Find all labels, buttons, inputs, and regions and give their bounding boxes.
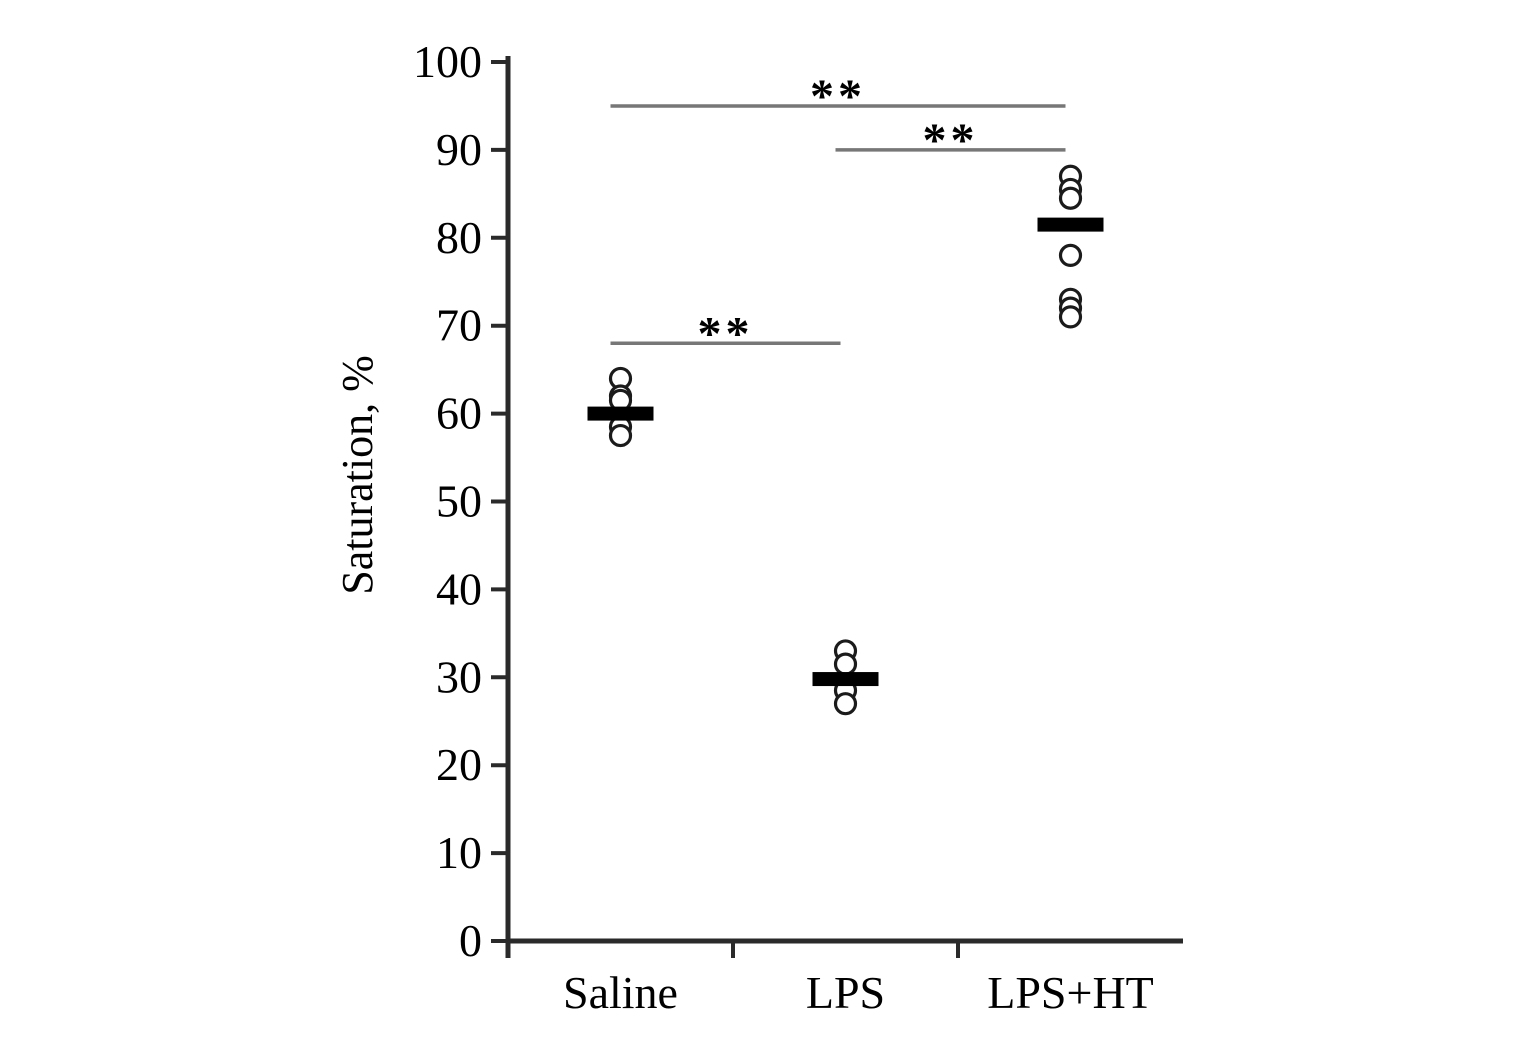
mean-bar [587, 406, 654, 421]
significance-stars: ** [698, 307, 754, 360]
significance-stars: ** [810, 70, 866, 123]
data-point [1058, 243, 1083, 267]
x-category-label: Saline [563, 967, 678, 1018]
y-tick-label: 70 [436, 300, 482, 351]
y-tick-label: 100 [413, 36, 482, 87]
y-tick-label: 10 [436, 827, 482, 878]
y-tick-label: 90 [436, 124, 482, 175]
mean-bar [1037, 217, 1104, 232]
y-tick-label: 80 [436, 212, 482, 263]
data-point [608, 423, 633, 448]
y-tick-label: 20 [436, 739, 482, 790]
y-tick-label: 50 [436, 476, 482, 527]
y-tick-label: 60 [436, 388, 482, 439]
data-point [833, 652, 858, 676]
y-tick-label: 0 [459, 915, 482, 966]
data-point [833, 692, 858, 716]
x-category-label: LPS+HT [987, 967, 1154, 1018]
y-tick-label: 30 [436, 651, 482, 702]
y-tick-label: 40 [436, 563, 482, 614]
data-point [1058, 305, 1083, 329]
mean-bar [812, 672, 879, 687]
y-axis-title: Saturation, % [333, 355, 382, 595]
data-point [1058, 186, 1083, 210]
significance-stars: ** [923, 114, 979, 167]
x-category-label: LPS [806, 967, 885, 1018]
